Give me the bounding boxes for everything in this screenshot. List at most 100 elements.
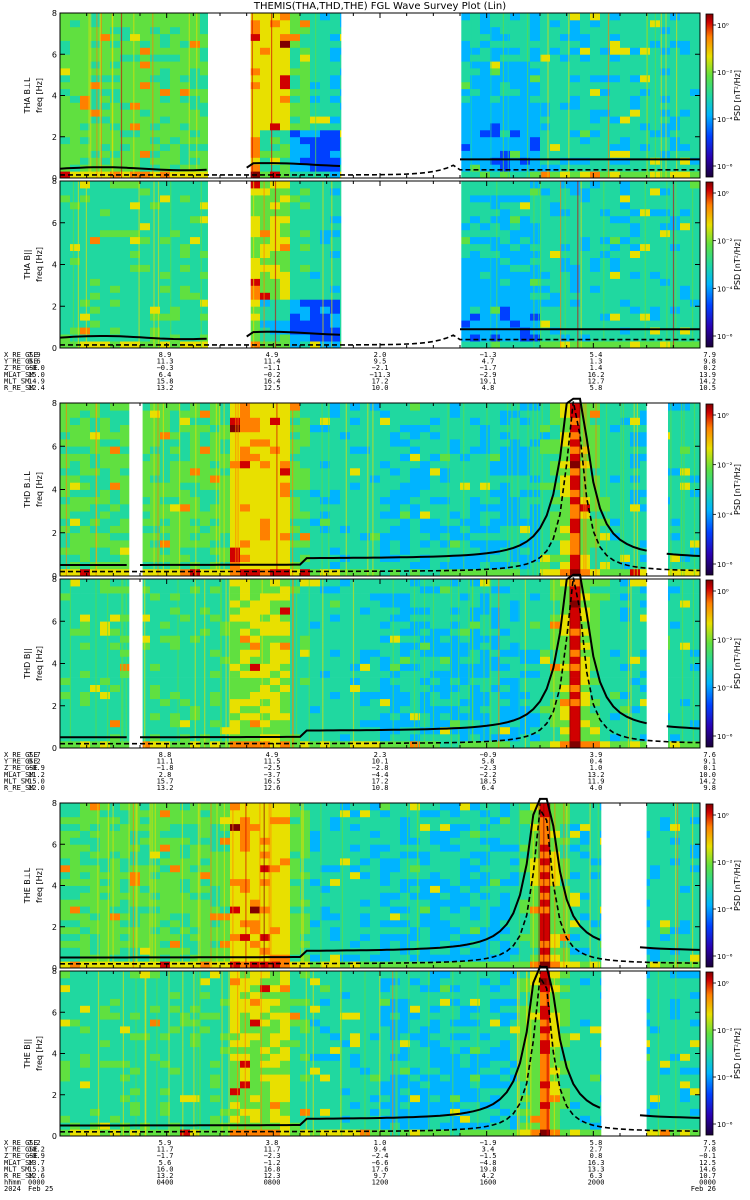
spectrogram-cell [510,439,521,447]
spectrogram-cell [400,453,411,462]
spectrogram-cell [550,229,561,238]
spectrogram-cell [670,482,681,490]
spectrogram-cell [510,188,521,196]
spectrogram-cell [590,26,601,35]
spectrogram-cell [470,503,481,512]
spectrogram-cell [150,439,161,447]
spectrogram-cell [90,525,101,534]
spectrogram-cell [530,54,541,62]
spectrogram-cell [200,116,211,124]
spectrogram-cell [530,33,541,41]
spectrogram-cell [500,439,511,447]
spectrogram-cell [510,74,521,83]
spectrogram-cell [180,467,191,476]
spectrogram-cell [440,561,451,570]
spectrogram-cell [160,431,171,440]
spectrogram-cell [90,540,101,548]
spectrogram-cell [650,313,661,321]
spectrogram-cell [130,123,141,131]
spectrogram-cell [470,306,481,314]
spectrogram-cell [110,285,121,293]
spectrogram-cell [550,40,561,48]
spectrogram-cell [300,496,311,505]
spectrogram-cell [160,278,171,286]
spectrogram-cell [350,547,361,555]
spectrogram-cell [250,257,261,265]
spectrogram-cell [510,503,521,512]
spectrogram-cell [480,116,491,124]
spectrogram-streak [622,403,625,576]
spectrogram-cell [570,424,581,433]
spectrogram-cell [320,306,331,314]
spectrogram-cell [200,475,211,483]
spectrogram-cell [590,439,601,447]
spectrogram-cell [470,327,481,335]
spectrogram-cell [300,243,311,251]
spectrogram-cell [550,264,561,272]
spectrogram-cell [260,143,271,151]
spectrogram-cell [590,460,601,469]
spectrogram-cell [130,278,141,286]
spectrogram-cell [610,278,621,286]
spectrogram-cell [490,243,501,251]
spectrogram-cell [80,116,91,124]
spectrogram-cell [620,250,631,258]
spectrogram-cell [510,215,521,224]
spectrogram-cell [290,518,301,526]
spectrogram-cell [680,320,691,328]
spectrogram-cell [280,453,291,462]
spectrogram-cell [550,33,561,41]
spectrogram-cell [320,54,331,62]
spectrogram-cell [560,511,571,519]
spectrogram-cell [160,109,171,117]
spectrogram-cell [140,503,151,512]
spectrogram-cell [630,19,641,28]
spectrogram-cell [100,334,111,342]
spectrogram-cell [680,68,691,76]
spectrogram-cell [570,540,581,548]
spectrogram-cell [670,88,681,96]
spectrogram-cell [480,81,491,90]
spectrogram-cell [530,306,541,314]
spectrogram-cell [550,320,561,328]
spectrogram-cell [550,446,561,454]
spectrogram-cell [590,194,601,203]
spectrogram-cell [500,143,511,151]
spectrogram-cell [680,188,691,196]
ephemeris-value: 12.5 [264,384,281,392]
spectrogram-cell [630,47,641,55]
spectrogram-cell [100,208,111,217]
spectrogram-cell [590,271,601,279]
spectrogram-cell [290,285,301,293]
spectrogram-cell [320,327,331,335]
spectrogram-cell [70,511,81,519]
spectrogram-cell [120,424,131,433]
spectrogram-cell [90,13,101,21]
spectrogram-cell [540,327,551,335]
spectrogram-cell [400,467,411,476]
spectrogram-cell [180,496,191,505]
spectrogram-cell [280,109,291,117]
spectrogram-cell [320,95,331,103]
spectrogram-cell [640,525,651,534]
spectrogram-cell [610,102,621,110]
spectrogram-cell [130,81,141,90]
spectrogram-cell [370,460,381,469]
spectrogram-cell [650,215,661,224]
spectrogram-cell [210,547,221,555]
spectrogram-cell [580,285,591,293]
spectrogram-cell [470,250,481,258]
spectrogram-streak [636,403,638,576]
spectrogram-cell [330,540,341,548]
spectrogram-cell [690,285,701,293]
spectrogram-cell [480,532,491,541]
ephemeris-value: −0.0 [28,364,45,372]
spectrogram-cell [640,460,651,469]
spectrogram-streak [179,403,181,576]
spectrogram-cell [110,181,121,189]
spectrogram-cell [270,26,281,35]
spectrogram-cell [650,285,661,293]
spectrogram-cell [180,250,191,258]
spectrogram-cell [200,410,211,418]
spectrogram-cell [280,439,291,447]
